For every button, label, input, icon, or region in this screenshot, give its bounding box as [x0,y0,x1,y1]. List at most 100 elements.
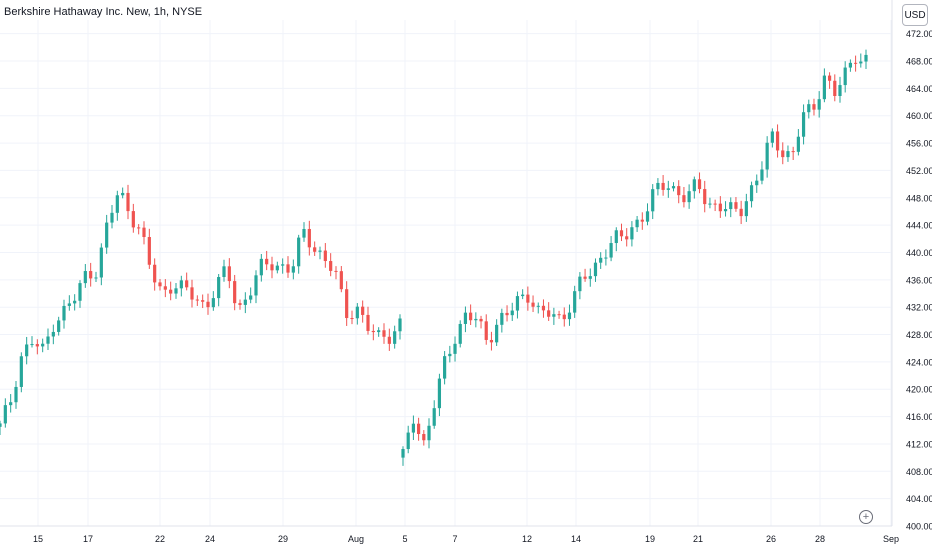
candle-body [786,151,790,158]
candle-body [297,237,301,267]
candle-body [536,305,540,307]
y-tick-label: 436.00 [906,275,932,285]
candle-body [775,131,780,151]
y-tick-label: 404.00 [906,494,932,504]
x-tick-label: 22 [155,534,165,544]
candle-body [489,339,494,343]
y-tick-label: 400.00 [906,522,932,532]
candle-body [25,344,29,357]
candle-body [158,282,162,287]
candle-body [307,228,311,248]
candle-body [619,230,624,237]
y-tick-label: 452.00 [906,166,932,176]
candle-body [729,202,733,210]
candle-body [848,62,852,68]
candle-body [801,112,806,137]
candle-body [661,182,665,190]
candle-body [206,301,210,308]
candle-body [463,312,468,324]
candle-body [99,247,103,278]
candle-body [448,353,452,357]
candle-body [770,131,774,143]
candle-body [169,289,173,294]
candle-body [366,314,370,331]
y-tick-label: 424.00 [906,357,932,367]
candle-body [417,423,421,435]
candle-body [401,449,405,458]
chart-title: Berkshire Hathaway Inc. New, 1h, NYSE [4,6,203,18]
candle-body [323,250,327,262]
candle-body [62,305,66,321]
x-tick-label: 12 [522,534,532,544]
candle-body [599,257,603,263]
y-tick-label: 416.00 [906,412,932,422]
candle-body [355,306,359,319]
candle-body [398,318,402,332]
candle-body [822,75,826,100]
candle-body [723,209,728,212]
candle-body [791,151,795,153]
x-tick-label: 21 [693,534,703,544]
candle-body [833,80,837,97]
candle-body [453,343,457,354]
y-tick-label: 432.00 [906,303,932,313]
candle-body [371,330,375,333]
candle-body [781,150,785,158]
y-tick-label: 456.00 [906,139,932,149]
candle-body [817,99,821,110]
candle-body [713,203,717,205]
candle-body [567,312,572,320]
candle-body [495,324,499,343]
candle-body [377,330,381,333]
candle-body [645,211,650,222]
candle-body [14,386,18,403]
candle-body [510,310,514,316]
grid-lines [0,20,892,527]
candle-body [469,312,473,321]
candles [0,49,868,466]
candle-body [238,303,242,305]
candle-body [474,318,478,321]
candle-body [302,228,306,238]
candle-body [131,211,135,228]
x-tick-label: Aug [348,534,364,544]
candle-body [411,423,416,433]
candle-body [217,277,221,299]
candle-body [94,277,98,279]
x-tick-label: 19 [645,534,655,544]
candle-body [677,186,681,196]
candle-body [249,295,253,300]
candle-body [458,323,462,344]
candle-body [110,212,114,223]
candle-body [387,336,391,344]
candle-body [682,195,686,203]
candle-body [671,186,676,189]
candle-body [843,67,847,86]
candle-body [651,189,655,212]
y-tick-label: 464.00 [906,84,932,94]
candle-body [313,247,317,252]
candle-body [703,189,707,205]
candle-body [243,299,247,305]
candle-body [765,142,769,170]
candle-body [115,195,119,213]
candle-body [195,299,199,301]
candle-body [339,271,343,290]
x-tick-label: 7 [452,534,457,544]
candle-body [233,281,237,304]
candle-body [222,266,226,278]
candle-body [635,219,639,228]
candle-body [573,291,577,313]
add-icon[interactable]: + [859,510,873,524]
candle-body [744,201,748,217]
x-tick-label: 24 [205,534,215,544]
candle-body [827,75,832,81]
candle-body [760,169,764,181]
candle-body [163,286,167,290]
candle-body [9,402,13,406]
currency-selector[interactable]: USD [902,4,928,26]
candle-body [89,271,93,279]
